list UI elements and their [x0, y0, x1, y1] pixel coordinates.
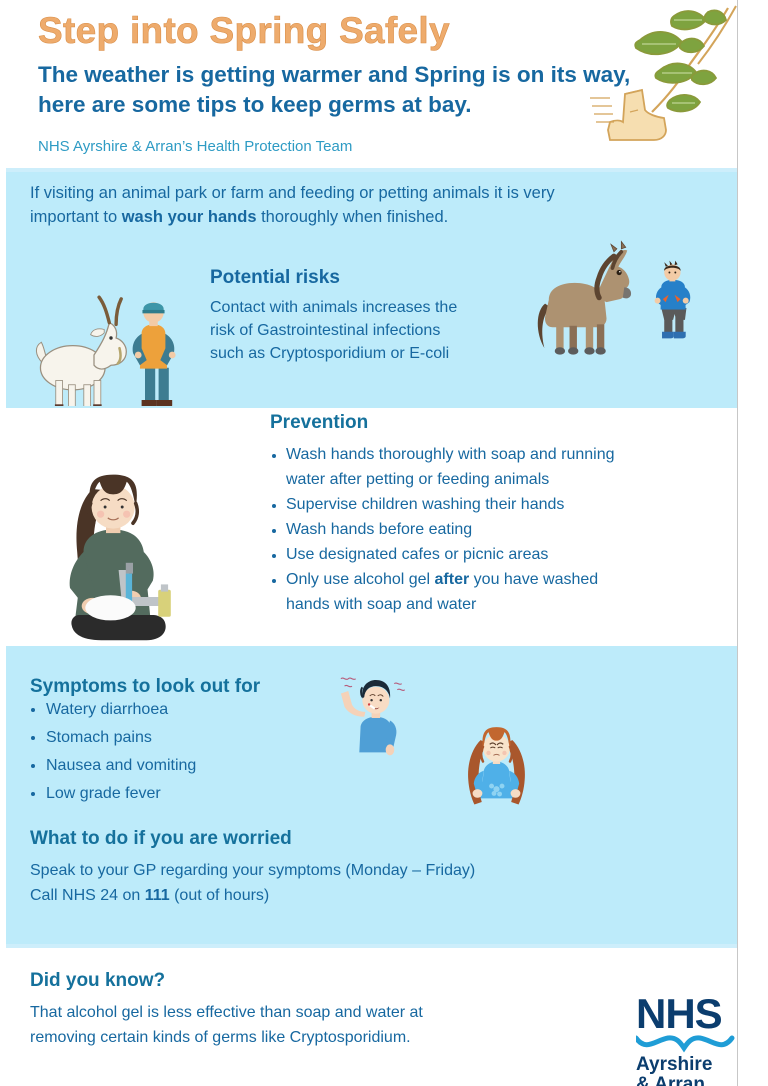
svg-text:Ayrshire: Ayrshire [636, 1054, 712, 1075]
svg-text:NHS: NHS [636, 990, 722, 1037]
svg-text:& Arran: & Arran [636, 1074, 705, 1086]
